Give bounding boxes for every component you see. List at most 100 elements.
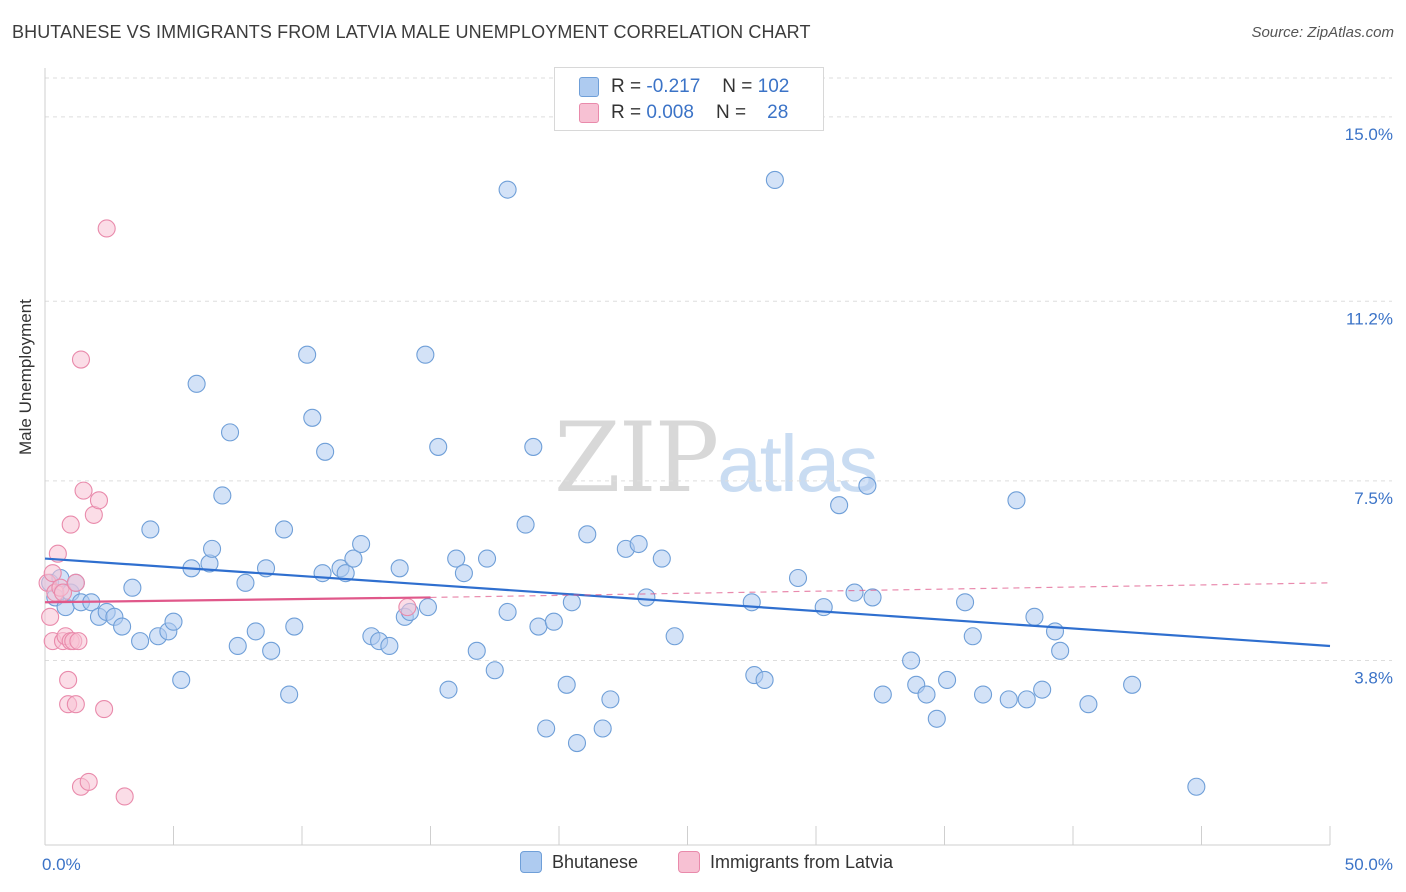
- legend-r-label: R =: [611, 76, 642, 97]
- data-point: [927, 709, 946, 728]
- data-point: [89, 491, 109, 510]
- data-point: [454, 564, 473, 583]
- data-point: [1123, 675, 1142, 694]
- legend-item-latvia[interactable]: Immigrants from Latvia: [678, 851, 893, 873]
- data-point: [336, 564, 355, 583]
- watermark: ZIPatlas: [554, 402, 878, 514]
- data-point: [246, 622, 265, 641]
- data-point: [814, 598, 833, 617]
- data-point: [557, 675, 576, 694]
- data-point: [380, 636, 399, 656]
- data-point: [447, 549, 466, 568]
- data-point: [352, 534, 371, 554]
- data-point: [141, 520, 160, 539]
- data-point: [652, 549, 671, 568]
- data-point: [467, 641, 486, 660]
- trend-layer: [44, 557, 1331, 648]
- data-point: [74, 481, 93, 500]
- tick-label-layer: 3.8% 7.5% 11.2% 15.0% 0.0% 50.0%: [42, 125, 1393, 874]
- watermark-atlas: atlas: [717, 419, 878, 508]
- data-point: [498, 602, 517, 622]
- data-point: [516, 515, 535, 534]
- data-point: [71, 350, 91, 369]
- data-point: [1025, 607, 1044, 626]
- data-point: [390, 559, 409, 578]
- data-point: [1007, 491, 1026, 510]
- data-point: [48, 544, 67, 563]
- trend-line-latvia: [44, 596, 431, 604]
- data-point: [917, 685, 936, 704]
- data-point: [131, 632, 150, 651]
- data-point: [344, 549, 363, 568]
- data-point: [61, 515, 80, 534]
- data-point: [999, 690, 1018, 709]
- data-point: [956, 593, 975, 612]
- data-point: [439, 680, 458, 699]
- y-axis-label: Male Unemployment: [16, 299, 35, 455]
- data-point: [938, 670, 957, 689]
- data-point: [203, 539, 222, 558]
- legend-label-latvia: Immigrants from Latvia: [710, 851, 894, 872]
- data-point: [303, 408, 322, 427]
- data-point: [95, 700, 114, 719]
- trend-line-latvia-extended: [430, 582, 1331, 599]
- data-point: [113, 617, 132, 636]
- data-point: [41, 607, 60, 626]
- data-point: [1051, 641, 1070, 660]
- points-latvia: [38, 219, 417, 806]
- data-point: [69, 632, 88, 651]
- legend-n-label: N =: [715, 102, 747, 123]
- data-point: [742, 593, 761, 612]
- legend-item-bhutanese[interactable]: Bhutanese: [520, 851, 638, 873]
- data-point: [544, 612, 563, 631]
- data-point: [788, 568, 808, 588]
- data-point: [213, 486, 232, 505]
- data-point: [601, 690, 620, 709]
- axis-layer: [44, 68, 1331, 846]
- data-point: [537, 719, 556, 738]
- chart-title: BHUTANESE VS IMMIGRANTS FROM LATVIA MALE…: [12, 22, 811, 42]
- data-point: [262, 641, 281, 660]
- data-point: [429, 437, 448, 456]
- data-point: [1187, 777, 1206, 796]
- data-point: [418, 598, 437, 617]
- legend-n-value: 102: [757, 76, 790, 97]
- y-tick-label: 15.0%: [1345, 125, 1393, 144]
- points-bhutanese: [41, 170, 1206, 796]
- legend-swatch-blue: [520, 851, 542, 873]
- data-point: [66, 695, 85, 714]
- data-point: [873, 685, 892, 704]
- y-tick-label: 7.5%: [1354, 489, 1393, 508]
- legend-swatch-pink: [678, 851, 700, 873]
- data-point: [567, 734, 587, 753]
- chart-source: Source: ZipAtlas.com: [1251, 24, 1394, 41]
- data-point: [236, 573, 255, 592]
- legend-n-label: N =: [722, 76, 753, 97]
- data-point: [172, 670, 191, 689]
- data-point: [274, 520, 294, 539]
- data-point: [1079, 695, 1098, 714]
- data-point: [398, 598, 417, 617]
- data-point: [97, 219, 116, 238]
- data-point: [524, 437, 543, 456]
- data-point: [629, 534, 648, 554]
- data-point: [59, 670, 78, 689]
- data-point: [963, 627, 982, 646]
- data-point: [1033, 680, 1052, 699]
- data-point: [416, 345, 435, 364]
- data-point: [755, 670, 774, 689]
- data-point: [498, 180, 517, 199]
- y-tick-label: 11.2%: [1346, 309, 1393, 328]
- data-point: [485, 661, 504, 680]
- data-point: [285, 617, 304, 636]
- legend-swatch-pink: [579, 103, 599, 123]
- legend-label-bhutanese: Bhutanese: [552, 851, 639, 872]
- data-point: [477, 549, 497, 568]
- data-point: [298, 345, 317, 364]
- legend-stats-row-bhutanese: R = -0.217 N = 102: [579, 75, 789, 99]
- data-point: [858, 476, 877, 495]
- x-tick-label-max: 50.0%: [1345, 855, 1393, 874]
- data-point: [830, 496, 849, 515]
- data-point: [562, 593, 581, 612]
- x-tick-label-min: 0.0%: [42, 855, 81, 874]
